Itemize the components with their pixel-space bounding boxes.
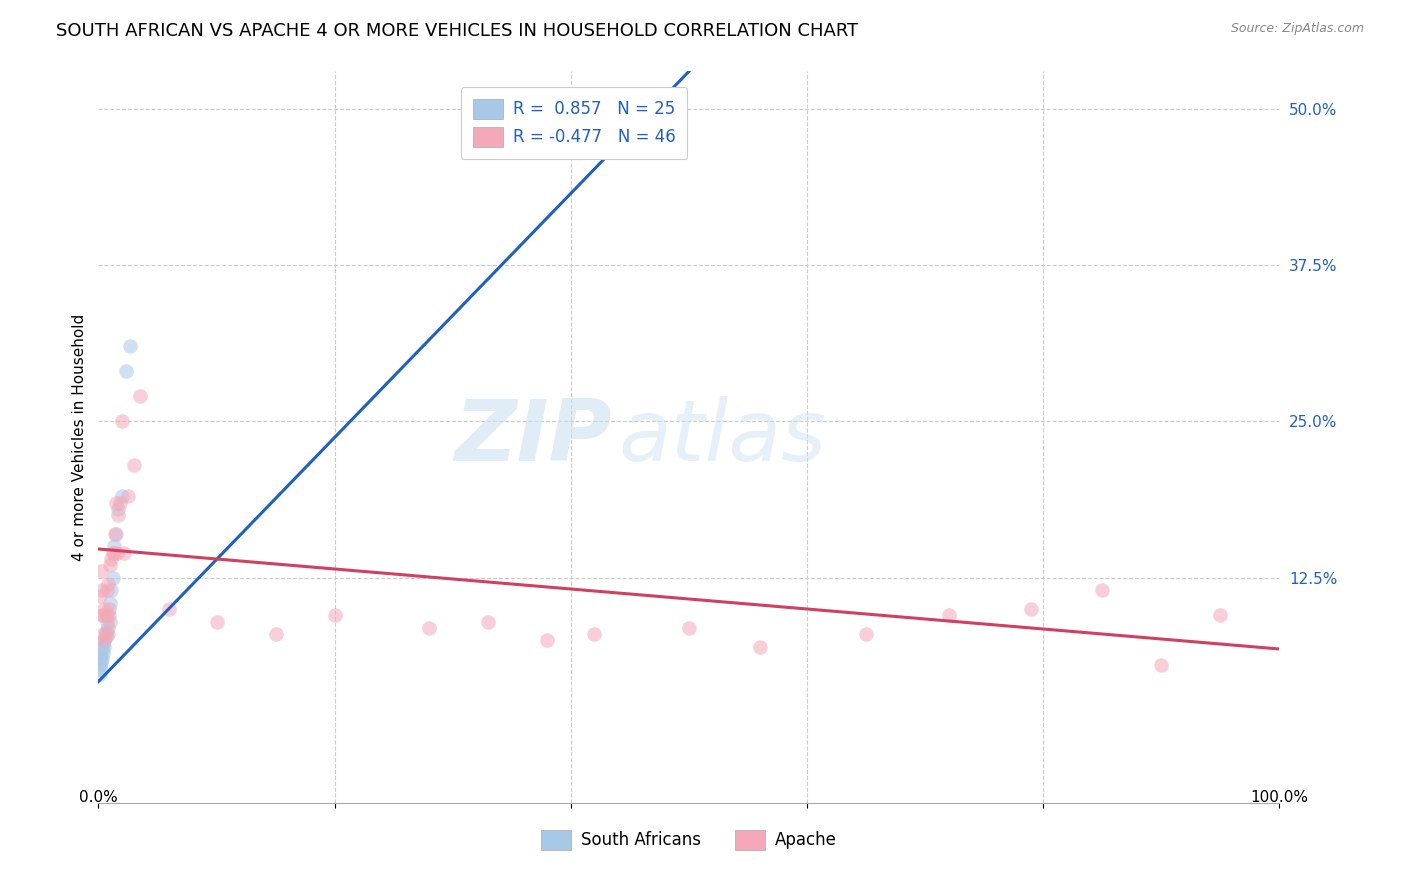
Point [678,621,700,635]
Point [97,627,120,641]
Point [98,558,121,573]
Point [104,527,127,541]
Point [748,640,770,654]
Point [90,655,112,669]
Point [205,615,228,629]
Point [122,458,145,473]
Point [91,627,114,641]
Point [91,608,114,623]
Point [89,667,111,681]
Point [1209,608,1232,623]
Point [105,546,128,560]
Point [96,608,118,623]
Point [264,627,287,641]
Point [91,642,114,657]
Point [536,633,558,648]
Point [93,602,115,616]
Point [91,583,114,598]
Text: SOUTH AFRICAN VS APACHE 4 OR MORE VEHICLES IN HOUSEHOLD CORRELATION CHART: SOUTH AFRICAN VS APACHE 4 OR MORE VEHICL… [56,22,859,40]
Point [1150,658,1173,673]
Point [108,496,131,510]
Text: 100.0%: 100.0% [1250,790,1309,805]
Point [1091,583,1114,598]
Point [101,546,124,560]
Point [98,615,121,629]
Point [93,633,115,648]
Point [112,546,135,560]
Point [94,624,117,639]
Text: ZIP: ZIP [454,395,612,479]
Point [98,596,121,610]
Y-axis label: 4 or more Vehicles in Household: 4 or more Vehicles in Household [72,313,87,561]
Point [120,339,142,353]
Point [93,640,115,654]
Point [1021,602,1043,616]
Point [107,508,129,523]
Point [94,627,117,641]
Point [477,615,499,629]
Legend: South Africans, Apache: South Africans, Apache [534,823,844,856]
Text: 0.0%: 0.0% [79,790,118,805]
Point [323,608,346,623]
Point [107,502,129,516]
Point [855,627,877,641]
Point [114,364,136,378]
Point [418,621,440,635]
Point [938,608,960,623]
Text: atlas: atlas [619,395,827,479]
Point [90,649,112,664]
Point [101,571,124,585]
Point [90,662,112,676]
Point [98,608,121,623]
Point [91,652,114,666]
Point [128,389,150,403]
Point [94,608,117,623]
Point [91,637,114,651]
Point [105,496,128,510]
Point [105,527,128,541]
Point [90,565,112,579]
Point [111,414,134,428]
Point [93,633,115,648]
Point [96,615,118,629]
Point [117,490,139,504]
Point [111,490,134,504]
Point [583,627,606,641]
Text: Source: ZipAtlas.com: Source: ZipAtlas.com [1230,22,1364,36]
Point [98,602,121,616]
Point [157,602,180,616]
Point [100,552,122,566]
Point [97,621,120,635]
Point [89,658,111,673]
Point [91,646,114,660]
Point [94,630,117,644]
Point [100,583,122,598]
Point [91,608,114,623]
Point [96,583,118,598]
Point [103,546,125,560]
Point [89,590,111,604]
Point [103,540,125,554]
Point [97,577,120,591]
